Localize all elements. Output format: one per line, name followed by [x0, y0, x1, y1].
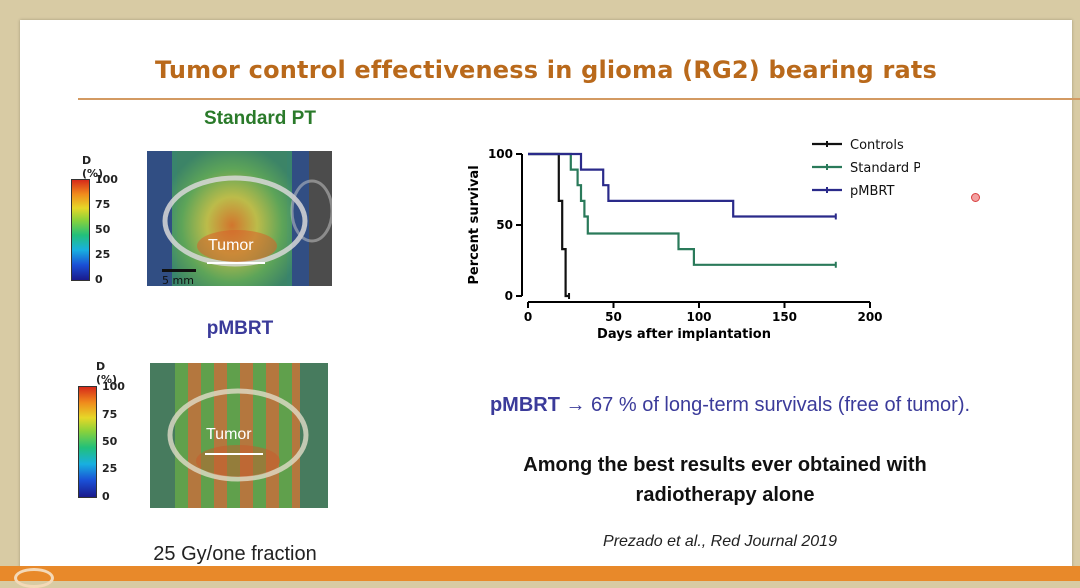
x-tick-label: 0	[524, 310, 532, 324]
x-tick-label: 150	[772, 310, 797, 324]
dose-tick: 0	[102, 490, 110, 503]
dose-tick: 50	[102, 435, 118, 448]
panel-label-pmbrt: pMBRT	[206, 318, 274, 339]
legend-label: pMBRT	[850, 184, 894, 199]
x-tick-label: 100	[686, 310, 711, 324]
result-text: 67 % of long-term survivals (free of tum…	[591, 394, 971, 416]
tumor-marker-line	[207, 262, 265, 264]
chart-legend: Controls Standard PT pMBRT	[812, 138, 920, 199]
tumor-label: Tumor	[208, 237, 254, 254]
chart-axes: 0 50 100 0 50 100 150 200 Days after implantatio…	[467, 147, 883, 342]
series-line-standard-pt	[528, 152, 836, 266]
x-axis-label: Days after implantation	[597, 327, 771, 342]
series-line-pmbrt	[528, 152, 836, 218]
dose-tick: 100	[95, 173, 118, 186]
statement-line-1: Among the best results ever obtained wit…	[523, 454, 927, 476]
legend-label: Standard PT	[850, 161, 920, 176]
chart-series	[528, 152, 837, 299]
title-divider	[78, 98, 1080, 100]
result-arrow: →	[565, 394, 586, 416]
scale-bar-label: 5 mm	[162, 274, 194, 286]
slide: Tumor control effectiveness in glioma (R…	[20, 20, 1080, 568]
logo	[14, 568, 54, 588]
dose-colorbar	[78, 386, 97, 498]
dose-tick: 75	[95, 198, 111, 211]
result-bold: pMBRT	[489, 394, 560, 416]
panel-label-standard-pt: Standard PT	[204, 108, 316, 129]
cursor-dot	[971, 193, 980, 202]
key-statement: Among the best results ever obtained wit…	[480, 450, 970, 510]
dose-tick: 0	[95, 273, 103, 286]
dose-colorbar	[71, 179, 90, 281]
tumor-label: Tumor	[206, 426, 252, 443]
y-tick-label: 50	[496, 218, 513, 232]
reference-citation: Prezado et al., Red Journal 2019	[603, 533, 837, 550]
series-line-controls	[528, 152, 569, 298]
dose-map-standard-pt: 5 mm	[147, 151, 332, 286]
dose-tick: 25	[102, 462, 118, 475]
statement-line-2: radiotherapy alone	[635, 484, 815, 506]
tumor-marker-line	[205, 453, 263, 455]
y-tick-label: 100	[488, 147, 513, 161]
dose-tick: 75	[102, 408, 118, 421]
dose-axis-title: D (%)	[96, 360, 118, 386]
result-statement: pMBRT → 67 % of long-term survivals (fre…	[400, 394, 1060, 417]
y-axis-label: Percent survival	[467, 165, 482, 284]
fraction-note: 25 Gy/one fraction	[153, 543, 317, 565]
dose-tick: 50	[95, 223, 111, 236]
x-tick-label: 50	[605, 310, 622, 324]
slide-title: Tumor control effectiveness in glioma (R…	[154, 56, 938, 84]
dose-tick: 100	[102, 380, 125, 393]
dose-map-pmbrt	[150, 363, 328, 508]
survival-chart: 0 50 100 0 50 100 150 200 Days after implantatio…	[467, 138, 920, 342]
x-tick-label: 200	[857, 310, 882, 324]
legend-label: Controls	[850, 138, 904, 153]
bottom-bar	[0, 566, 1080, 581]
dose-axis-title: D (%)	[82, 154, 104, 180]
dose-tick: 25	[95, 248, 111, 261]
y-tick-label: 0	[505, 289, 513, 303]
